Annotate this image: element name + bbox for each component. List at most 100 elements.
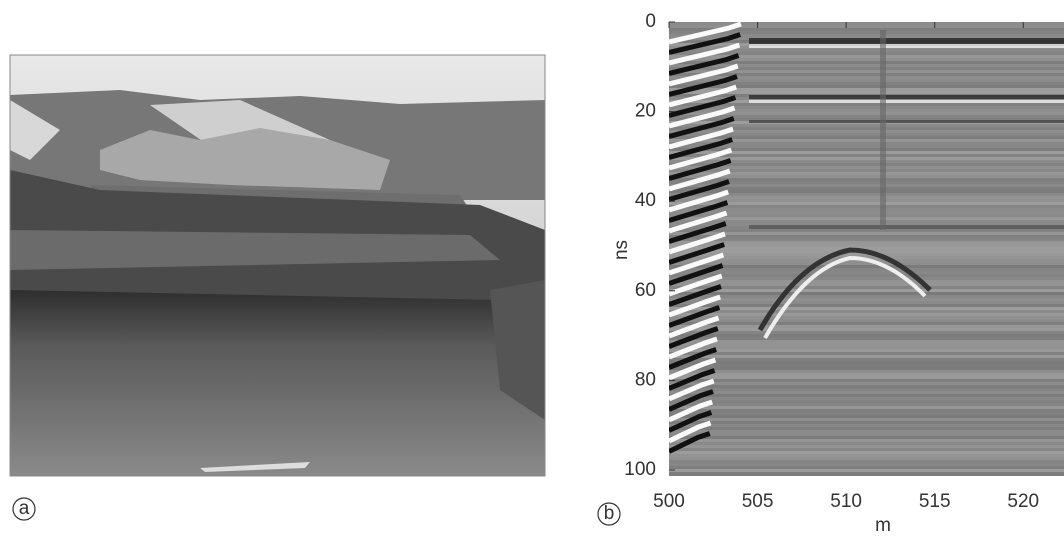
label-circle	[12, 497, 36, 521]
reflection-band	[669, 85, 1064, 88]
direct-wave	[669, 116, 735, 139]
reflection-band	[669, 409, 1064, 412]
reflection-band	[669, 262, 1064, 265]
direct-wave	[669, 168, 731, 192]
reflection-band	[669, 439, 1064, 442]
reflection-band	[669, 361, 1064, 364]
reflection-band	[749, 95, 1064, 99]
reflection-band	[669, 457, 1064, 460]
reflection-band	[669, 160, 1064, 163]
reflection-band	[669, 442, 1064, 445]
reflection-band	[669, 193, 1064, 196]
reflection-band	[669, 241, 1064, 244]
direct-wave	[669, 252, 725, 276]
direct-wave	[669, 326, 719, 349]
direct-wave	[669, 263, 724, 286]
reflection-band	[669, 295, 1064, 298]
direct-wave	[669, 189, 729, 213]
reflection-band	[669, 133, 1064, 136]
direct-wave	[669, 63, 739, 87]
reflection-band	[669, 175, 1064, 178]
reflection-band	[669, 298, 1064, 301]
reflection-band	[749, 225, 1064, 229]
reflection-band	[669, 475, 1064, 476]
x-tick-label: 505	[742, 491, 774, 512]
reflection-band	[669, 76, 1064, 79]
direct-wave	[669, 147, 733, 171]
y-tick-label: 20	[635, 101, 656, 122]
reflection-band	[669, 49, 1064, 52]
reflection-band	[749, 44, 1064, 48]
reflection-band	[669, 451, 1064, 454]
reflection-band	[669, 202, 1064, 205]
reflection-band	[669, 427, 1064, 430]
reflection-band	[669, 364, 1064, 367]
direct-wave	[669, 221, 727, 244]
photo	[9, 54, 546, 477]
reflection-band	[669, 55, 1064, 58]
reflection-band	[669, 415, 1064, 418]
reflection-band	[669, 61, 1064, 64]
reflection-band	[669, 166, 1064, 169]
reflection-band	[669, 286, 1064, 289]
reflection-band	[669, 424, 1064, 427]
reflection-band	[669, 127, 1064, 130]
reflection-band	[669, 157, 1064, 160]
reflection-band	[669, 205, 1064, 208]
direct-wave	[669, 95, 737, 118]
reflection-band	[669, 196, 1064, 199]
reflection-band	[669, 304, 1064, 307]
x-tick-label: 515	[919, 491, 951, 512]
reflection-band	[669, 115, 1064, 118]
reflection-band	[669, 277, 1064, 280]
y-tick-label: 100	[624, 459, 656, 480]
reflection-band	[669, 217, 1064, 220]
reflection-band	[669, 421, 1064, 424]
direct-wave	[669, 242, 725, 265]
reflection-band	[669, 211, 1064, 214]
direct-wave	[669, 42, 741, 66]
reflection-band	[669, 352, 1064, 355]
trace-edge	[880, 30, 886, 230]
reflection-band	[669, 109, 1064, 112]
reflection-band	[669, 343, 1064, 346]
reflection-band	[669, 91, 1064, 94]
panel-label: a	[19, 498, 30, 519]
reflection-band	[669, 331, 1064, 334]
reflection-band	[669, 58, 1064, 61]
reflection-band	[669, 265, 1064, 268]
reflection-band	[669, 82, 1064, 85]
direct-wave	[669, 210, 728, 234]
reflection-band	[669, 319, 1064, 322]
reflection-band	[669, 184, 1064, 187]
y-tick-label: 60	[635, 280, 656, 301]
reflection-band	[669, 88, 1064, 91]
reflection-band	[669, 220, 1064, 223]
reflection-band	[669, 229, 1064, 232]
reflection-band	[669, 388, 1064, 391]
panel-label: b	[604, 503, 615, 524]
reflection-band	[669, 379, 1064, 382]
reflection-band	[669, 208, 1064, 211]
reflection-band	[669, 355, 1064, 358]
reflection-band	[669, 292, 1064, 295]
direct-wave	[669, 179, 730, 202]
reflection-band	[669, 244, 1064, 247]
direct-wave	[669, 200, 729, 223]
reflection-band	[669, 340, 1064, 343]
reflection-band	[669, 28, 1064, 31]
reflection-band	[669, 373, 1064, 376]
reflection-band	[669, 142, 1064, 145]
reflection-band	[669, 34, 1064, 37]
reflection-band	[669, 463, 1064, 466]
reflection-band	[669, 310, 1064, 313]
direct-wave	[669, 368, 716, 391]
reflection-band	[669, 400, 1064, 403]
reflection-band	[669, 433, 1064, 436]
direct-wave	[669, 336, 718, 360]
reflection-band	[669, 247, 1064, 250]
reflection-band	[669, 406, 1064, 409]
y-tick-label: 0	[645, 11, 656, 32]
reflection-band	[669, 367, 1064, 370]
